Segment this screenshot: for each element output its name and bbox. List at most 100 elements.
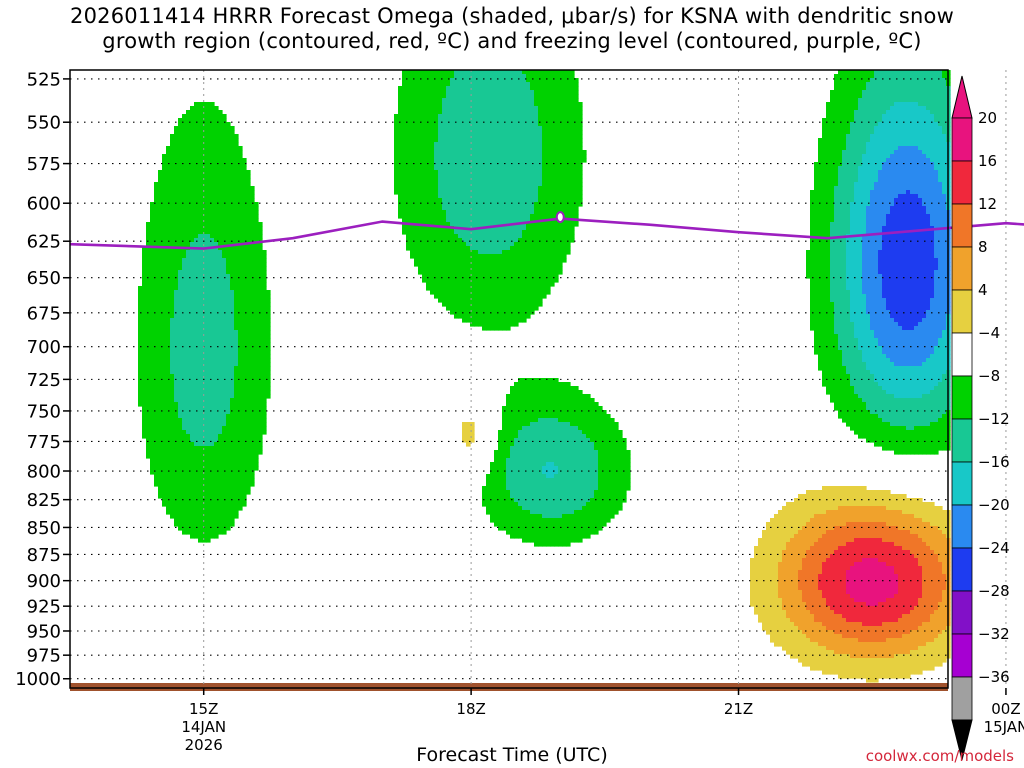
omega-cell — [198, 106, 203, 111]
omega-cell — [470, 106, 475, 111]
omega-cell — [414, 94, 419, 99]
omega-cell — [434, 114, 439, 119]
omega-cell — [898, 90, 903, 95]
omega-cell — [422, 122, 427, 127]
omega-cell — [542, 206, 547, 211]
omega-cell — [910, 170, 915, 175]
omega-cell — [870, 186, 875, 191]
omega-cell — [510, 94, 515, 99]
omega-cell — [466, 230, 471, 235]
omega-cell — [190, 146, 195, 151]
omega-cell — [466, 218, 471, 223]
omega-cell — [902, 182, 907, 187]
omega-cell — [470, 210, 475, 215]
omega-cell — [402, 206, 407, 211]
omega-cell — [930, 98, 935, 103]
omega-cell — [814, 190, 819, 195]
omega-cell — [210, 198, 215, 203]
omega-cell — [434, 222, 439, 227]
omega-cell — [230, 194, 235, 199]
omega-cell — [874, 130, 879, 135]
omega-cell — [474, 106, 479, 111]
omega-cell — [502, 234, 507, 239]
omega-cell — [854, 206, 859, 211]
omega-cell — [918, 106, 923, 111]
omega-cell — [926, 166, 931, 171]
omega-cell — [526, 222, 531, 227]
omega-cell — [902, 130, 907, 135]
omega-cell — [818, 226, 823, 231]
omega-cell — [890, 234, 895, 239]
omega-cell — [486, 250, 491, 255]
omega-cell — [878, 98, 883, 103]
omega-cell — [934, 218, 939, 223]
omega-cell — [862, 270, 867, 275]
chart-title-line2: growth region (contoured, red, ºC) and f… — [102, 29, 922, 53]
omega-cell — [442, 258, 447, 263]
omega-cell — [498, 194, 503, 199]
omega-cell — [818, 218, 823, 223]
omega-cell — [818, 230, 823, 235]
omega-cell — [574, 150, 579, 155]
omega-cell — [874, 214, 879, 219]
omega-cell — [170, 162, 175, 167]
omega-cell — [830, 158, 835, 163]
omega-cell — [866, 70, 871, 75]
omega-cell — [206, 138, 211, 143]
omega-cell — [814, 246, 819, 251]
omega-cell — [878, 262, 883, 267]
omega-cell — [518, 206, 523, 211]
omega-cell — [886, 98, 891, 103]
omega-cell — [206, 258, 211, 263]
omega-cell — [566, 194, 571, 199]
omega-cell — [918, 82, 923, 87]
omega-cell — [882, 134, 887, 139]
omega-cell — [214, 170, 219, 175]
omega-cell — [458, 138, 463, 143]
omega-cell — [522, 154, 527, 159]
omega-cell — [498, 122, 503, 127]
omega-cell — [886, 266, 891, 271]
omega-cell — [418, 234, 423, 239]
omega-cell — [502, 74, 507, 79]
omega-cell — [882, 138, 887, 143]
omega-cell — [866, 218, 871, 223]
omega-cell — [478, 238, 483, 243]
omega-cell — [418, 238, 423, 243]
omega-cell — [518, 170, 523, 175]
omega-cell — [854, 182, 859, 187]
omega-cell — [150, 210, 155, 215]
omega-cell — [922, 94, 927, 99]
omega-cell — [246, 222, 251, 227]
omega-cell — [154, 206, 159, 211]
omega-cell — [546, 138, 551, 143]
omega-cell — [822, 210, 827, 215]
omega-cell — [414, 178, 419, 183]
omega-cell — [874, 270, 879, 275]
omega-cell — [870, 158, 875, 163]
omega-cell — [218, 110, 223, 115]
omega-cell — [898, 142, 903, 147]
omega-cell — [422, 106, 427, 111]
omega-cell — [194, 258, 199, 263]
omega-cell — [498, 138, 503, 143]
omega-cell — [250, 190, 255, 195]
omega-cell — [838, 186, 843, 191]
omega-cell — [394, 118, 399, 123]
omega-cell — [878, 118, 883, 123]
omega-cell — [922, 158, 927, 163]
omega-cell — [814, 222, 819, 227]
omega-cell — [850, 138, 855, 143]
omega-cell — [502, 82, 507, 87]
omega-cell — [914, 214, 919, 219]
omega-cell — [878, 270, 883, 275]
omega-cell — [810, 206, 815, 211]
omega-cell — [218, 202, 223, 207]
omega-cell — [834, 194, 839, 199]
omega-cell — [886, 194, 891, 199]
omega-cell — [506, 206, 511, 211]
omega-cell — [826, 162, 831, 167]
omega-cell — [858, 230, 863, 235]
omega-cell — [862, 134, 867, 139]
omega-cell — [406, 78, 411, 83]
